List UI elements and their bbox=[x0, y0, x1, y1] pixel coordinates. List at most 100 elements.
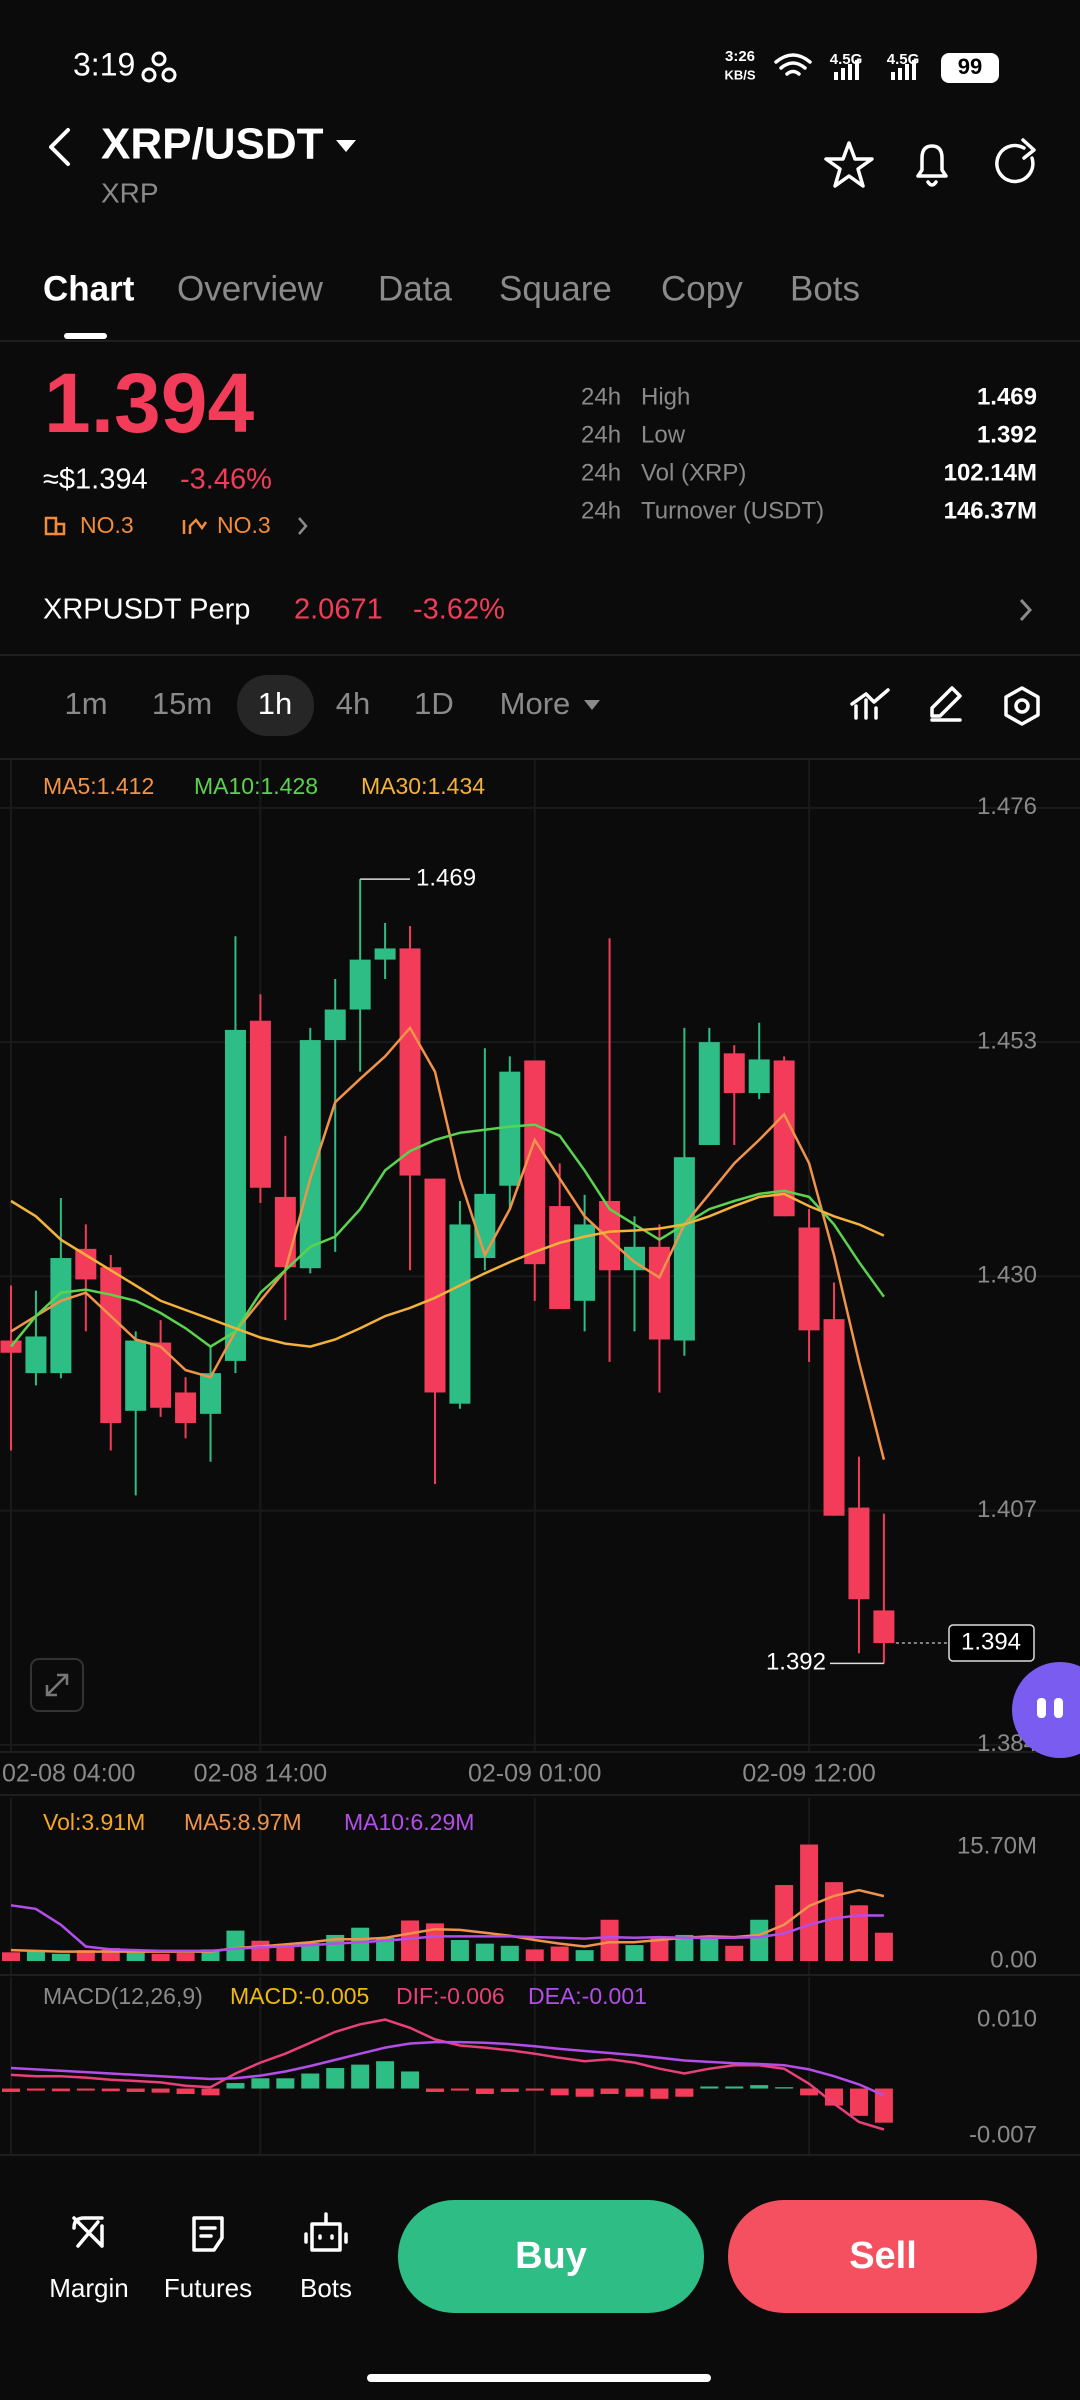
macd-bar bbox=[450, 2088, 469, 2091]
fullscreen-button[interactable] bbox=[30, 1658, 84, 1712]
macd-bar bbox=[151, 2088, 170, 2093]
buy-button[interactable] bbox=[398, 2200, 704, 2313]
settings-button[interactable] bbox=[1004, 686, 1040, 726]
candle-body bbox=[499, 1071, 521, 1186]
pair-dropdown[interactable] bbox=[336, 140, 356, 152]
interval[interactable]: 15m bbox=[152, 686, 212, 721]
macd-bar bbox=[301, 2073, 320, 2089]
candle-body bbox=[274, 1196, 296, 1268]
settings-button-center bbox=[1014, 698, 1030, 714]
macd-bar bbox=[600, 2088, 619, 2094]
assistant-bubble[interactable] bbox=[1012, 1662, 1080, 1758]
macd-bar bbox=[126, 2088, 145, 2092]
assistant-eye bbox=[1054, 1698, 1063, 1718]
rank-icon bbox=[182, 518, 208, 534]
volume-bar bbox=[874, 1932, 893, 1961]
volume-bar bbox=[775, 1885, 794, 1961]
macd-bar bbox=[176, 2088, 195, 2094]
back-button[interactable] bbox=[49, 128, 70, 166]
stat-value: 1.469 bbox=[977, 383, 1037, 410]
stat-label: Low bbox=[641, 421, 686, 448]
interval-bar: 1m 15m 1h 4h 1D More bbox=[64, 686, 570, 721]
bots-label[interactable]: Bots bbox=[300, 2273, 352, 2303]
interval[interactable]: 4h bbox=[336, 686, 370, 721]
y-tick-label: 1.430 bbox=[977, 1262, 1037, 1289]
volume-bar bbox=[800, 1844, 819, 1961]
last-price-tag bbox=[948, 1624, 1035, 1662]
futures-label[interactable]: Futures bbox=[164, 2273, 252, 2303]
tab[interactable]: Overview bbox=[177, 269, 324, 308]
buy-label[interactable]: Buy bbox=[515, 2235, 587, 2277]
candle-body bbox=[773, 1060, 795, 1217]
sell-button[interactable] bbox=[728, 2200, 1037, 2313]
volume-bar bbox=[450, 1940, 469, 1961]
stat-value: 146.37M bbox=[944, 497, 1037, 524]
wifi-icon bbox=[774, 53, 812, 76]
net-unit: KB/S bbox=[724, 67, 755, 82]
candle-body bbox=[175, 1392, 197, 1424]
volume-bar bbox=[600, 1919, 619, 1961]
candle-body bbox=[474, 1193, 496, 1259]
more-dropdown[interactable] bbox=[584, 700, 600, 710]
interval[interactable]: 1m bbox=[64, 686, 107, 721]
macd-bar bbox=[51, 2088, 70, 2092]
y-tick-label: 1.476 bbox=[977, 793, 1037, 820]
y-tick-label: 0.010 bbox=[977, 2006, 1037, 2033]
macd-bar bbox=[351, 2064, 370, 2089]
bots-icon[interactable] bbox=[304, 2212, 348, 2252]
indicator-button[interactable] bbox=[850, 688, 890, 720]
price-change: -3.46% bbox=[180, 464, 272, 496]
share-button[interactable] bbox=[995, 138, 1036, 184]
favorite-button[interactable] bbox=[824, 141, 874, 188]
alert-button[interactable] bbox=[916, 144, 948, 187]
margin-label[interactable]: Margin bbox=[49, 2273, 128, 2303]
stat-label: Vol (XRP) bbox=[641, 459, 746, 486]
sell-label[interactable]: Sell bbox=[849, 2235, 917, 2277]
interval[interactable]: More bbox=[500, 686, 571, 721]
rank-label[interactable]: NO.3 bbox=[217, 512, 271, 538]
rank-label[interactable]: NO.3 bbox=[80, 512, 134, 538]
stat-period: 24h bbox=[581, 421, 621, 448]
tab[interactable]: Copy bbox=[661, 269, 743, 308]
perp-name[interactable]: XRPUSDT Perp bbox=[43, 594, 250, 626]
interval[interactable]: 1h bbox=[258, 686, 292, 721]
tab[interactable]: Chart bbox=[43, 269, 135, 308]
tab[interactable]: Bots bbox=[790, 269, 860, 308]
pair-title[interactable]: XRP/USDT bbox=[101, 120, 324, 169]
y-tick-label: 1.407 bbox=[977, 1496, 1037, 1523]
ma-line bbox=[10, 1123, 885, 1349]
candle-body bbox=[399, 948, 421, 1176]
perp-price: 2.0671 bbox=[294, 594, 383, 626]
macd-bar bbox=[725, 2086, 744, 2089]
volume-bar bbox=[376, 1937, 395, 1961]
draw-button[interactable] bbox=[930, 686, 962, 722]
macd-bar bbox=[401, 2071, 420, 2089]
tab[interactable]: Data bbox=[378, 269, 452, 308]
volume-bar bbox=[401, 1920, 420, 1961]
candle-body bbox=[25, 1336, 47, 1374]
margin-icon[interactable] bbox=[72, 2216, 104, 2248]
futures-icon[interactable] bbox=[192, 2216, 224, 2252]
candle-body bbox=[150, 1342, 172, 1408]
candle-body bbox=[524, 1060, 546, 1265]
net-speed: 3:26 bbox=[725, 48, 755, 65]
volume-bar bbox=[176, 1953, 195, 1961]
signal-label: 4.5G bbox=[830, 51, 863, 68]
low-label: 1.392 bbox=[766, 1649, 826, 1676]
candle-body bbox=[599, 1201, 621, 1271]
interval[interactable]: 1D bbox=[414, 686, 454, 721]
candle-body bbox=[723, 1053, 745, 1094]
macd-bar bbox=[525, 2088, 544, 2091]
volume-bar bbox=[276, 1945, 295, 1961]
x-tick-label: 02-09 12:00 bbox=[742, 1760, 875, 1788]
x-tick-label: 02-08 14:00 bbox=[194, 1760, 327, 1788]
candle-body bbox=[574, 1224, 596, 1301]
signal-label: 4.5G bbox=[887, 51, 920, 68]
rank-chevron[interactable] bbox=[298, 517, 308, 535]
volume-bar bbox=[26, 1950, 45, 1961]
volume-bar bbox=[500, 1945, 519, 1961]
stat-period: 24h bbox=[581, 383, 621, 410]
perp-chevron[interactable] bbox=[1019, 598, 1033, 622]
candle-body bbox=[200, 1373, 222, 1414]
tab[interactable]: Square bbox=[499, 269, 612, 308]
